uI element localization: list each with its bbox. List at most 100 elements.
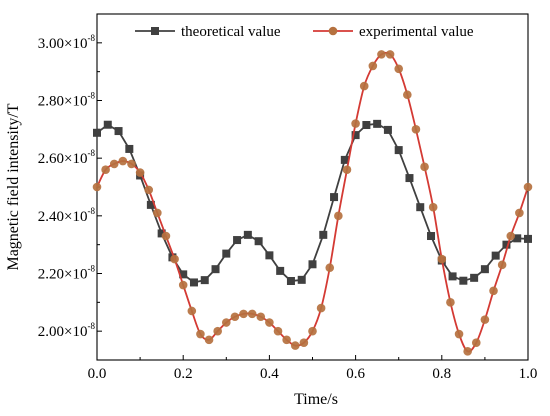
data-point-circle: [230, 312, 240, 322]
data-point-square: [383, 125, 392, 134]
data-point-square: [319, 230, 328, 239]
data-point-square: [265, 251, 274, 260]
data-point-circle: [127, 159, 136, 169]
y-tick-times: ×: [64, 94, 72, 110]
data-point-square: [513, 234, 522, 243]
data-point-square: [405, 174, 414, 183]
data-point-circle: [377, 50, 386, 59]
data-point-square: [416, 203, 425, 212]
data-point-square: [93, 128, 101, 137]
data-point-circle: [213, 326, 222, 336]
legend-label: theoretical value: [181, 24, 281, 40]
y-tick-label: 3.00×10-8: [38, 33, 96, 52]
data-point-square: [330, 193, 339, 202]
y-tick-mantissa: 2.20: [38, 267, 64, 283]
y-tick-label: 2.60×10-8: [38, 148, 96, 167]
series-experimental: [92, 50, 533, 356]
data-point-circle: [204, 335, 214, 345]
data-point-circle: [454, 329, 464, 339]
data-point-circle: [420, 162, 429, 172]
data-point-circle: [471, 338, 481, 348]
data-point-circle: [428, 202, 438, 212]
series-theoretical: [93, 119, 532, 287]
y-tick-exponent: -8: [88, 33, 96, 43]
data-point-circle: [256, 312, 266, 322]
data-point-square: [189, 278, 198, 287]
data-point-circle: [92, 182, 102, 192]
data-point-circle: [334, 211, 343, 221]
data-point-circle: [351, 119, 360, 128]
y-tick-times: ×: [64, 151, 72, 167]
plot-area: [96, 13, 529, 361]
data-point-square: [373, 119, 382, 128]
x-axis-title: Time/s: [294, 391, 338, 408]
series-line: [96, 122, 529, 284]
data-point-square: [491, 251, 500, 260]
x-axis: 0.0 0.2 0.4 0.6 0.8 1.0: [88, 355, 537, 382]
data-point-square: [362, 121, 371, 130]
legend-item: theoretical value: [135, 24, 281, 40]
data-point-circle: [394, 64, 404, 74]
data-point-square: [125, 144, 134, 153]
y-tick-label: 2.80×10-8: [38, 91, 96, 110]
data-point-circle: [497, 260, 507, 270]
x-tick-label: 0.2: [174, 366, 193, 382]
y-tick-mantissa: 2.00: [38, 324, 64, 340]
data-point-square: [459, 276, 468, 285]
data-point-square: [427, 232, 436, 241]
data-point-circle: [273, 326, 283, 336]
data-point-circle: [411, 125, 421, 134]
y-tick-label: 2.20×10-8: [38, 264, 96, 283]
data-point-circle: [222, 318, 231, 327]
data-point-circle: [308, 326, 317, 336]
data-point-circle: [480, 315, 490, 324]
data-point-square: [286, 276, 295, 285]
data-point-circle: [446, 298, 455, 307]
data-point-square: [351, 131, 360, 140]
legend: theoretical value experimental value: [135, 24, 474, 40]
data-point-circle: [187, 306, 197, 316]
data-point-circle: [515, 208, 524, 218]
data-point-circle: [403, 90, 412, 100]
data-point-circle: [299, 338, 309, 348]
y-tick-mantissa: 2.40: [38, 209, 64, 225]
data-point-square: [103, 120, 112, 129]
data-point-circle: [118, 156, 128, 166]
x-tick-label: 0.0: [88, 366, 107, 382]
y-tick-base: 10: [73, 36, 88, 52]
x-tick-label: 0.8: [432, 366, 451, 382]
data-point-square: [480, 265, 489, 274]
data-point-circle: [109, 159, 119, 169]
legend-item: experimental value: [313, 24, 474, 40]
data-point-square: [470, 273, 479, 282]
data-point-square: [394, 146, 403, 155]
data-point-circle: [325, 263, 335, 273]
y-tick-label: 2.00×10-8: [38, 321, 96, 340]
y-tick-base: 10: [73, 324, 88, 340]
y-tick-exponent: -8: [88, 321, 96, 331]
y-axis-title: Magnetic field intensity/T: [5, 103, 22, 270]
y-tick-exponent: -8: [88, 264, 96, 274]
data-point-square: [200, 276, 209, 285]
data-point-square: [308, 260, 317, 269]
data-point-circle: [506, 231, 516, 241]
data-point-circle: [101, 165, 110, 174]
y-tick-exponent: -8: [88, 148, 96, 158]
data-point-circle: [135, 168, 145, 177]
y-tick-mantissa: 2.80: [38, 94, 64, 110]
data-point-square: [146, 200, 155, 209]
data-point-square: [233, 236, 242, 245]
data-point-square: [276, 266, 285, 275]
data-point-square: [254, 237, 263, 246]
data-point-square: [211, 265, 220, 274]
y-tick-times: ×: [64, 36, 72, 52]
y-tick-times: ×: [64, 324, 72, 340]
data-point-circle: [368, 61, 378, 71]
plot-border: [96, 13, 529, 361]
data-point-circle: [178, 280, 188, 290]
y-tick-base: 10: [73, 267, 88, 283]
data-point-square: [222, 249, 231, 258]
y-tick-times: ×: [64, 267, 72, 283]
